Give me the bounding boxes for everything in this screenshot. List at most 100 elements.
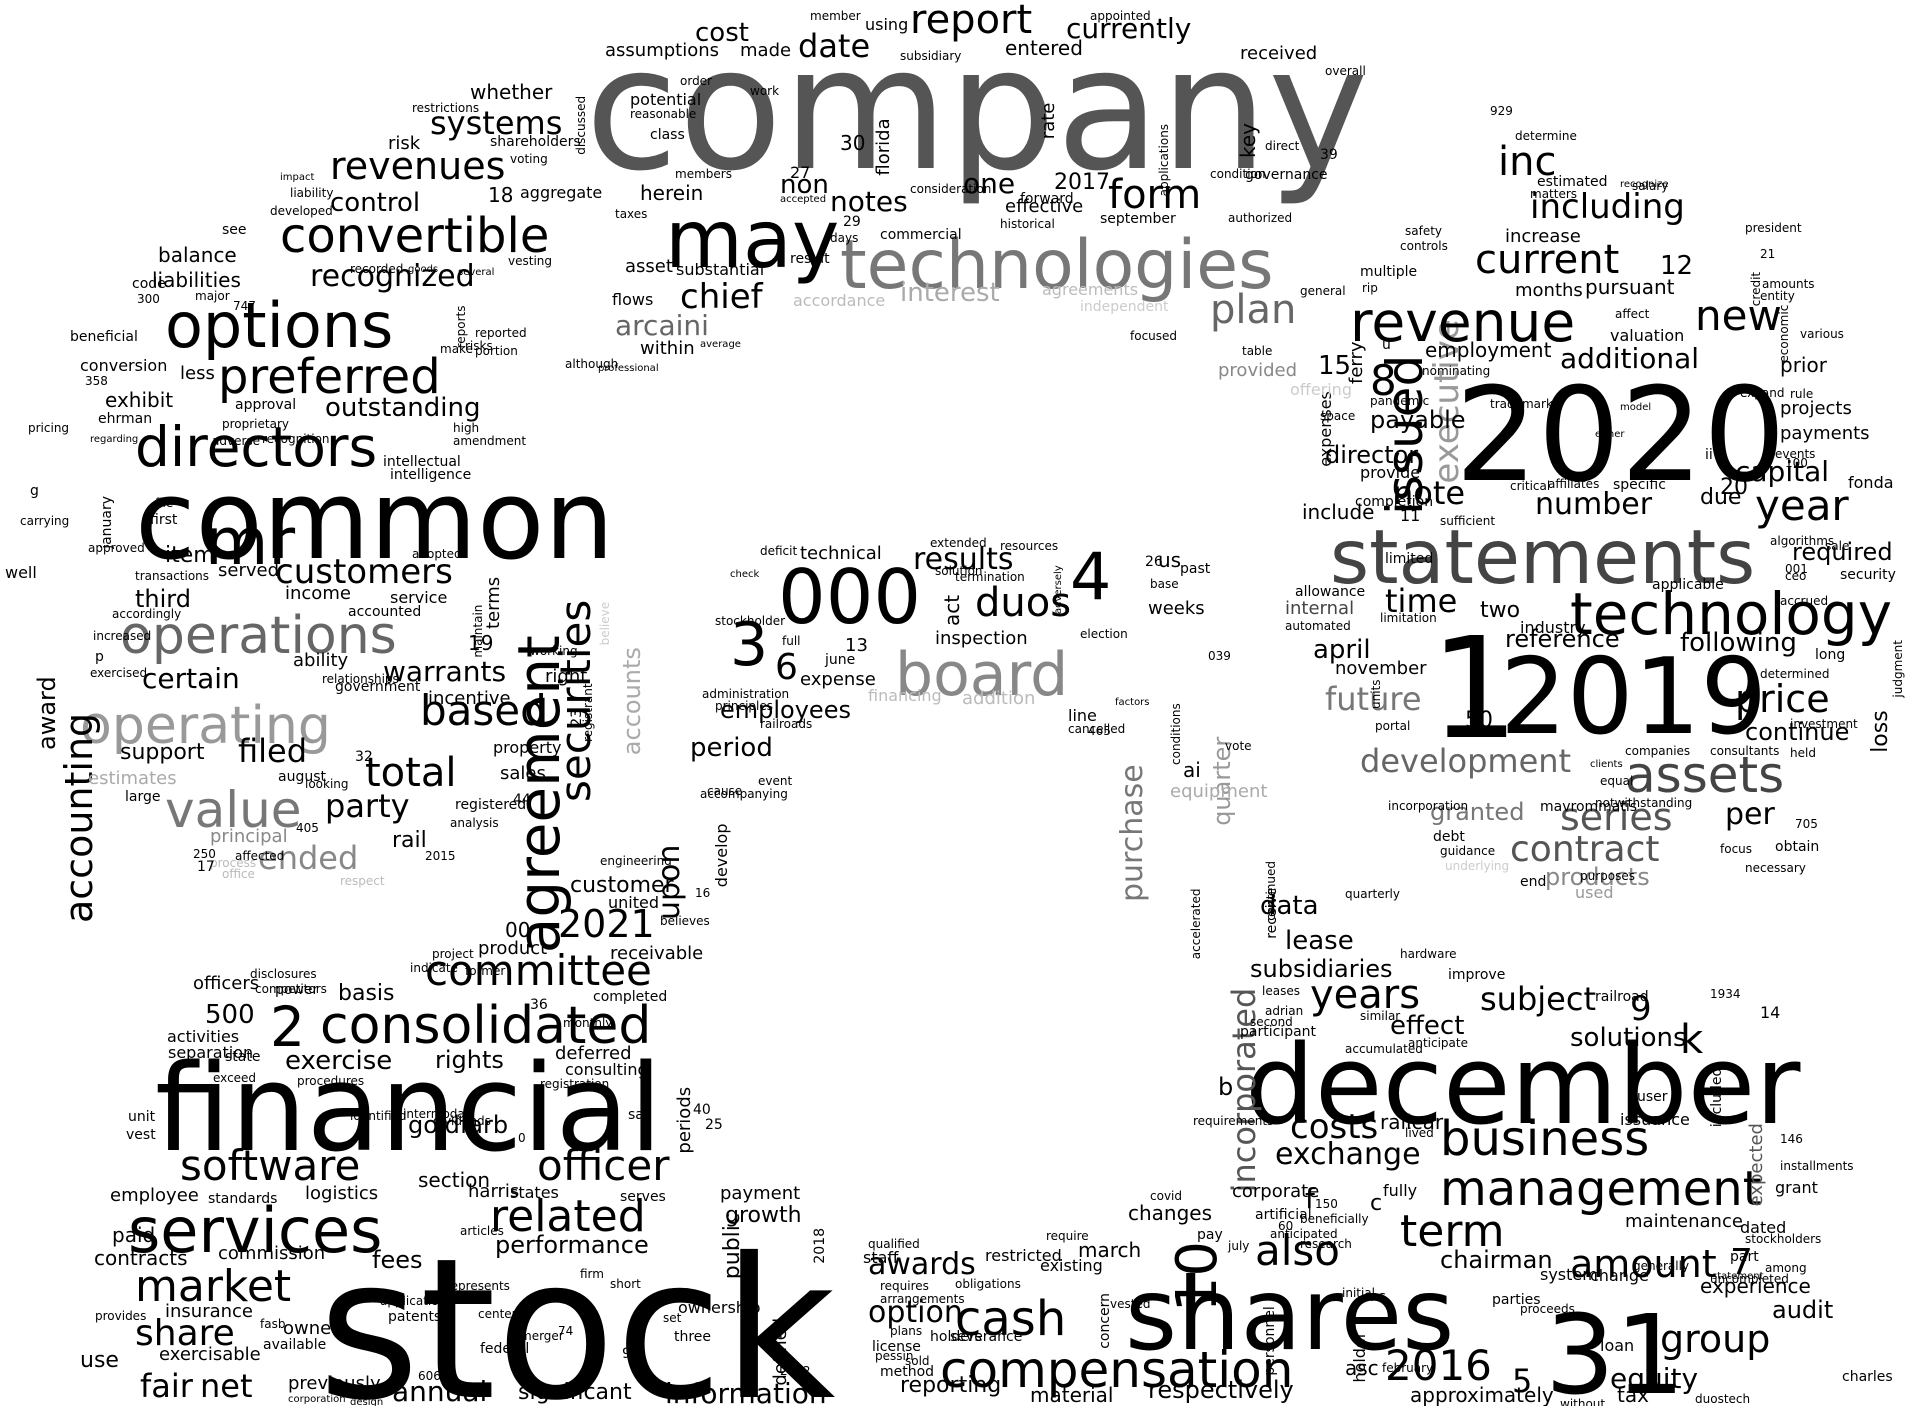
cloud-word: identified [350, 1109, 407, 1123]
cloud-word: unit [128, 1109, 156, 1125]
cloud-word: existing [1040, 1256, 1103, 1275]
cloud-word: ms [1365, 1289, 1386, 1305]
cloud-word: obtain [1775, 839, 1820, 855]
cloud-word: 74 [558, 1324, 574, 1338]
cloud-word: receivable [610, 943, 704, 964]
cloud-word: increased [93, 629, 152, 643]
cloud-word: technical [800, 543, 882, 564]
cloud-word: expand [1740, 386, 1785, 400]
cloud-word: anticipate [1408, 1036, 1468, 1050]
cloud-word: multiple [1360, 264, 1418, 280]
cloud-word: 18 [488, 183, 514, 207]
cloud-word: affect [1615, 307, 1650, 321]
cloud-word: adversely [1053, 565, 1064, 614]
cloud-word: 5 [1512, 1362, 1533, 1400]
cloud-word: available [263, 1337, 327, 1353]
cloud-word: principles [715, 699, 774, 713]
cloud-word: financing [868, 686, 942, 705]
cloud-word: used [1575, 883, 1614, 902]
cloud-word: 39 [1320, 147, 1338, 163]
cloud-word: 27 [790, 163, 811, 182]
cloud-word: hardware [1400, 947, 1457, 961]
cloud-word: government [335, 679, 421, 695]
cloud-word: growth [725, 1203, 802, 1228]
cloud-word: property [493, 738, 562, 757]
cloud-word: transactions [135, 569, 210, 583]
cloud-word: 6 [775, 647, 798, 688]
cloud-word: market [135, 1261, 292, 1312]
cloud-word: july [1228, 1239, 1250, 1253]
cloud-word: equity [1610, 1362, 1699, 1395]
cloud-word: held [1790, 746, 1816, 760]
cloud-word: limitation [1380, 611, 1437, 625]
cloud-word: adrian [1265, 1004, 1304, 1018]
cloud-word: herein [640, 181, 704, 205]
cloud-word: line [1068, 706, 1097, 725]
cloud-word: management [1440, 1161, 1762, 1217]
cloud-word: consideration [910, 182, 992, 196]
cloud-word: committee [425, 946, 652, 995]
cloud-word: exercisable [159, 1344, 261, 1365]
cloud-word: respectively [1148, 1376, 1294, 1404]
cloud-word: vested [1110, 1297, 1151, 1311]
cloud-word: 20 [1720, 475, 1748, 500]
cloud-word: fees [372, 1246, 423, 1274]
cloud-word: intellectual [383, 454, 461, 470]
cloud-word: maintain [471, 604, 485, 658]
cloud-word: liabilities [152, 268, 241, 292]
cloud-word: projects [1780, 398, 1852, 419]
cloud-word: carrying [20, 514, 70, 528]
cloud-word: overall [1325, 64, 1366, 78]
cloud-word: space [1320, 409, 1356, 423]
cloud-word: new [1695, 291, 1782, 340]
cloud-word: form [1108, 172, 1202, 218]
cloud-word: operating [80, 696, 331, 756]
cloud-word: served [218, 560, 280, 581]
cloud-word: exhibit [105, 388, 174, 412]
cloud-word: offering [1290, 380, 1352, 399]
cloud-word: based [420, 686, 547, 735]
cloud-word: 2022 [780, 1364, 811, 1378]
cloud-word: applicable [1652, 577, 1724, 593]
cloud-word: 32 [355, 749, 373, 765]
cloud-word: cash [955, 1291, 1067, 1347]
cloud-word: condition [1210, 167, 1266, 181]
cloud-word: days [830, 231, 859, 245]
cloud-word: services [128, 1194, 383, 1267]
cloud-word: price [1735, 677, 1830, 721]
cloud-word: concern [1097, 1292, 1113, 1349]
cloud-word: loss [1868, 710, 1893, 753]
cloud-word: guidance [1440, 844, 1496, 858]
cloud-word: april [1313, 635, 1371, 665]
cloud-word: c [1370, 1191, 1383, 1216]
cloud-word: project [432, 947, 474, 961]
cloud-word: aggregate [520, 183, 603, 202]
cloud-word: p [95, 649, 104, 665]
cloud-word: statements [1330, 513, 1756, 601]
cloud-word: corporate [1232, 1181, 1320, 1202]
cloud-word: previously [288, 1373, 381, 1394]
cloud-word: beneficial [70, 329, 138, 345]
cloud-word: design [350, 1397, 384, 1406]
cloud-word: reference [1505, 625, 1620, 653]
cloud-word: months [1515, 280, 1583, 301]
cloud-word: proprietary [222, 417, 289, 431]
cloud-word: group [1660, 1317, 1771, 1361]
cloud-word: business [1440, 1111, 1650, 1167]
cloud-word: solutions [1570, 1023, 1687, 1053]
cloud-word: significant [518, 1380, 632, 1405]
cloud-word: lease [1285, 926, 1354, 956]
cloud-word: plan [1210, 287, 1297, 333]
cloud-word: 4 [1070, 540, 1112, 615]
cloud-word: accordingly [112, 607, 182, 621]
cloud-word: payment [720, 1183, 801, 1204]
cloud-word: fully [1383, 1181, 1418, 1200]
cloud-word: cancelled [1068, 722, 1126, 736]
cloud-word: note [1393, 474, 1466, 512]
cloud-word: third [135, 585, 191, 613]
cloud-word: 2018 [812, 1227, 828, 1264]
cloud-word: option [868, 1295, 963, 1330]
cloud-word: accounted [348, 604, 422, 620]
cloud-word: grant [1775, 1178, 1818, 1197]
